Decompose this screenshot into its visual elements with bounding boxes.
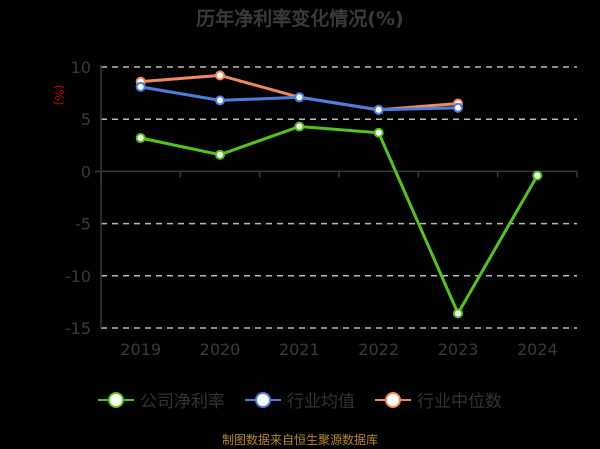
data-point — [373, 127, 384, 138]
y-tick-label: 10 — [71, 58, 91, 77]
data-point — [215, 70, 225, 81]
legend: 公司净利率 行业均值 行业中位数 — [0, 387, 600, 412]
series-line — [140, 124, 539, 317]
y-tick-label: -15 — [65, 319, 91, 338]
data-point — [135, 81, 146, 92]
x-tick-label: 2022 — [358, 340, 399, 359]
legend-marker-green-icon — [98, 391, 134, 408]
x-tick-label: 2020 — [200, 340, 241, 359]
y-axis-unit-label: (%) — [52, 85, 66, 106]
data-point — [453, 308, 463, 319]
data-point — [294, 121, 305, 132]
y-tick-label: -5 — [75, 215, 91, 234]
data-point — [373, 104, 384, 115]
data-point — [294, 92, 305, 103]
data-source-note: 制图数据来自恒生聚源数据库 — [221, 433, 378, 447]
data-point — [215, 149, 225, 160]
data-point — [215, 95, 225, 106]
legend-label: 行业均值 — [287, 392, 355, 412]
legend-item-company[interactable]: 公司净利率 — [98, 387, 225, 412]
x-tick-label: 2021 — [279, 340, 320, 359]
data-point — [532, 170, 543, 181]
x-tick-label: 2023 — [438, 340, 479, 359]
data-point — [135, 132, 146, 143]
y-tick-label: -10 — [65, 267, 91, 286]
legend-item-industry-median[interactable]: 行业中位数 — [375, 387, 502, 412]
y-tick-label: 5 — [81, 110, 91, 129]
chart-title: 历年净利率变化情况(%) — [196, 8, 404, 30]
legend-label: 公司净利率 — [140, 392, 225, 412]
legend-marker-orange-icon — [375, 391, 411, 408]
legend-marker-blue-icon — [245, 391, 281, 408]
legend-label: 行业中位数 — [417, 392, 502, 412]
legend-item-industry-avg[interactable]: 行业均值 — [245, 387, 355, 412]
x-tick-label: 2024 — [517, 340, 558, 359]
data-point — [453, 102, 463, 113]
x-tick-label: 2019 — [120, 340, 161, 359]
y-tick-label: 0 — [81, 162, 91, 181]
